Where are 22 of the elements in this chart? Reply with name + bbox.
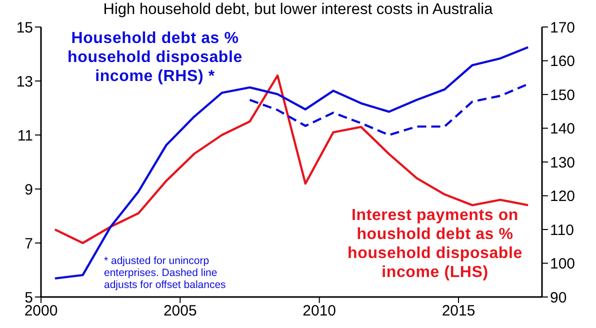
y-tick-label: 9 bbox=[24, 181, 33, 198]
y2-tick-label: 150 bbox=[550, 86, 576, 104]
y-tick-label: 7 bbox=[24, 235, 33, 252]
x-tick-label: 2015 bbox=[442, 302, 476, 320]
y-tick-label: 11 bbox=[17, 127, 33, 144]
y2-tick-label: 100 bbox=[550, 256, 576, 273]
y-tick-label: 15 bbox=[16, 19, 33, 36]
y2-tick-label: 160 bbox=[550, 53, 576, 70]
series-label: Interest payments on houshold debt as % household disposable income (LHS) bbox=[346, 206, 524, 282]
y2-tick-label: 90 bbox=[550, 289, 567, 306]
y2-tick-label: 170 bbox=[550, 19, 576, 36]
y-tick-label: 13 bbox=[16, 73, 33, 90]
series-label: Household debt as % household disposable income (RHS) * bbox=[66, 29, 244, 86]
x-tick-label: 2005 bbox=[163, 302, 197, 320]
x-tick-label: 2010 bbox=[302, 302, 336, 320]
y2-tick-label: 110 bbox=[550, 222, 574, 239]
y2-tick-label: 120 bbox=[550, 188, 576, 206]
y2-tick-label: 140 bbox=[550, 120, 576, 138]
chart-title: High household debt, but lower interest costs in Australia bbox=[102, 1, 494, 19]
line-series bbox=[54, 46, 530, 280]
y2-tick-label: 130 bbox=[550, 154, 576, 172]
annotation: * adjusted for unincorp enterprises. Dashed line adjusts for offset balances bbox=[104, 255, 227, 291]
